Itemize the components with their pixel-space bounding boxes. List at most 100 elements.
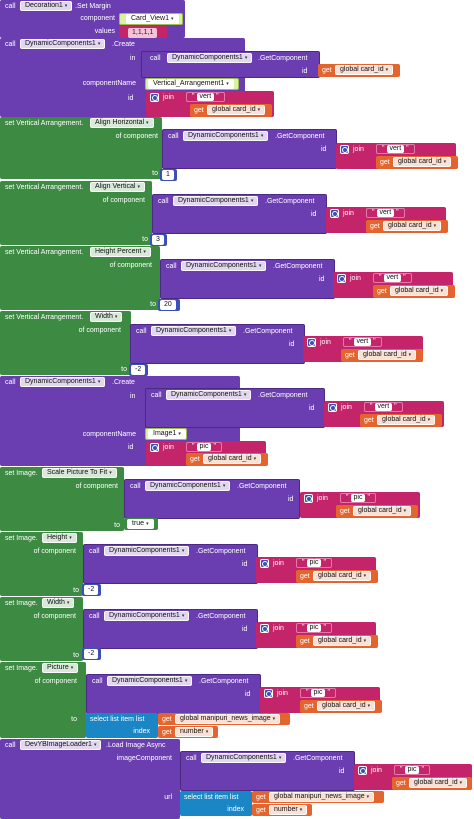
get-variable-block[interactable]: get global card_id ▾ <box>318 64 400 77</box>
set-image-picture-block[interactable]: set Image. Picture ▾ of component to <box>0 662 86 738</box>
component-type-dropdown[interactable]: Image1 ▾ <box>148 429 186 439</box>
set-height-percent-block[interactable]: set Vertical Arrangement. Height Percent… <box>0 246 160 310</box>
component-dropdown[interactable]: DynamicComponents1 ▾ <box>145 481 231 491</box>
number-block[interactable]: 1 <box>160 169 177 181</box>
get-variable-block[interactable]: get global card_id ▾ <box>336 505 418 518</box>
number-block[interactable]: -2 <box>82 584 101 596</box>
component-block[interactable]: Card_View1 ▾ <box>119 13 183 25</box>
gear-icon[interactable] <box>260 559 269 568</box>
get-index-block[interactable]: get number ▾ <box>252 804 312 816</box>
get-component-block[interactable]: call DynamicComponents1 ▾ .GetComponent i… <box>180 751 355 791</box>
get-index-block[interactable]: get number ▾ <box>158 726 218 738</box>
component-dropdown[interactable]: DynamicComponents1 ▾ <box>173 196 259 206</box>
variable-dropdown[interactable]: global card_id ▾ <box>207 105 266 115</box>
set-image-width-block[interactable]: set Image. Width ▾ of component to <box>0 597 83 661</box>
get-variable-block[interactable]: get global card_id ▾ <box>296 570 378 583</box>
gear-icon[interactable] <box>328 403 337 412</box>
gear-icon[interactable] <box>358 766 367 775</box>
component-dropdown[interactable]: DynamicComponents1 ▾ <box>104 546 190 556</box>
variable-dropdown[interactable]: global card_id ▾ <box>353 506 412 516</box>
get-variable-block[interactable]: get global card_id ▾ <box>392 777 472 790</box>
get-variable-block[interactable]: get global card_id ▾ <box>341 349 423 362</box>
gear-icon[interactable] <box>307 338 316 347</box>
component-dropdown[interactable]: DynamicComponents1 ▾ <box>20 39 106 49</box>
component-dropdown[interactable]: DynamicComponents1 ▾ <box>166 390 252 400</box>
text-string[interactable]: " vert " <box>366 208 405 218</box>
component-dropdown[interactable]: DevYBImageLoader1 ▾ <box>20 740 102 750</box>
property-dropdown[interactable]: Width ▾ <box>90 312 123 322</box>
component-value-dropdown[interactable]: Card_View1 ▾ <box>126 14 179 24</box>
get-variable-block[interactable]: get global card_id ▾ <box>190 104 272 117</box>
variable-dropdown[interactable]: global card_id ▾ <box>317 701 376 711</box>
property-dropdown[interactable]: Height Percent ▾ <box>90 247 151 257</box>
component-dropdown[interactable]: DynamicComponents1 ▾ <box>167 53 253 63</box>
set-width-block[interactable]: set Vertical Arrangement. Width ▾ of comp… <box>0 311 131 375</box>
text-string[interactable]: " pic " <box>340 493 376 503</box>
get-variable-block[interactable]: get global card_id ▾ <box>373 285 455 298</box>
boolean-block[interactable]: true ▾ <box>124 518 158 530</box>
property-dropdown[interactable]: Scale Picture To Fit ▾ <box>42 468 117 478</box>
boolean-dropdown[interactable]: true ▾ <box>127 519 154 529</box>
set-align-horizontal-block[interactable]: set Vertical Arrangement. Align Horizont… <box>0 117 162 179</box>
variable-dropdown[interactable]: number ▾ <box>175 727 214 737</box>
get-list-block[interactable]: get global manipuri_news_image ▾ <box>252 791 384 803</box>
select-list-item-block[interactable]: select list item list index <box>180 791 252 816</box>
text-string[interactable]: " vert " <box>373 273 412 283</box>
text-string[interactable]: " pic " <box>186 442 222 452</box>
variable-dropdown[interactable]: global card_id ▾ <box>358 350 417 360</box>
load-image-async-block[interactable]: call DevYBImageLoader1 ▾ .Load Image Asyn… <box>0 739 180 819</box>
number-value[interactable]: -2 <box>84 649 99 659</box>
text-string[interactable]: " pic " <box>296 558 332 568</box>
number-value[interactable]: -2 <box>84 585 99 595</box>
text-string[interactable]: " pic " <box>300 688 336 698</box>
variable-dropdown[interactable]: global manipuri_news_image ▾ <box>269 792 375 802</box>
text-string[interactable]: " vert " <box>364 402 403 412</box>
number-value[interactable]: 1 <box>162 170 174 180</box>
component-dropdown[interactable]: DynamicComponents1 ▾ <box>201 753 287 763</box>
get-component-block[interactable]: call DynamicComponents1 ▾ .GetComponent i… <box>141 51 320 78</box>
get-component-block[interactable]: call DynamicComponents1 ▾ .GetComponent i… <box>83 609 258 649</box>
get-component-block[interactable]: call DynamicComponents1 ▾ .GetComponent i… <box>86 674 261 714</box>
variable-dropdown[interactable]: global card_id ▾ <box>203 454 262 464</box>
get-variable-block[interactable]: get global card_id ▾ <box>296 635 378 648</box>
number-value[interactable]: 3 <box>152 235 164 245</box>
get-variable-block[interactable]: get global card_id ▾ <box>300 700 382 713</box>
text-string[interactable]: " vert " <box>376 144 415 154</box>
component-dropdown[interactable]: DynamicComponents1 ▾ <box>151 326 237 336</box>
component-dropdown[interactable]: DynamicComponents1 ▾ <box>20 377 106 387</box>
variable-dropdown[interactable]: global card_id ▾ <box>390 286 449 296</box>
variable-dropdown[interactable]: global card_id ▾ <box>409 778 468 788</box>
number-block[interactable]: 3 <box>150 234 167 246</box>
component-dropdown[interactable]: DynamicComponents1 ▾ <box>104 611 190 621</box>
get-component-block[interactable]: call DynamicComponents1 ▾ .GetComponent i… <box>162 129 337 169</box>
gear-icon[interactable] <box>330 209 339 218</box>
get-component-block[interactable]: call DynamicComponents1 ▾ .GetComponent i… <box>160 259 335 299</box>
gear-icon[interactable] <box>150 443 159 452</box>
number-value[interactable]: 20 <box>160 300 176 310</box>
set-image-height-block[interactable]: set Image. Height ▾ of component to <box>0 532 83 596</box>
variable-dropdown[interactable]: global card_id ▾ <box>383 221 442 231</box>
variable-dropdown[interactable]: global manipuri_news_image ▾ <box>175 714 281 724</box>
number-value[interactable]: -2 <box>131 365 146 375</box>
component-dropdown[interactable]: DynamicComponents1 ▾ <box>183 131 269 141</box>
get-component-block[interactable]: call DynamicComponents1 ▾ .GetComponent i… <box>152 194 327 234</box>
number-block[interactable]: 20 <box>158 299 180 311</box>
property-dropdown[interactable]: Align Horizontal ▾ <box>90 118 154 128</box>
gear-icon[interactable] <box>264 689 273 698</box>
get-component-block[interactable]: call DynamicComponents1 ▾ .GetComponent i… <box>130 324 305 364</box>
get-variable-block[interactable]: get global card_id ▾ <box>186 453 268 466</box>
component-dropdown[interactable]: DynamicComponents1 ▾ <box>107 676 193 686</box>
get-variable-block[interactable]: get global card_id ▾ <box>366 220 448 233</box>
variable-dropdown[interactable]: global card_id ▾ <box>393 157 452 167</box>
get-component-block[interactable]: call DynamicComponents1 ▾ .GetComponent i… <box>124 479 300 519</box>
property-dropdown[interactable]: Picture ▾ <box>42 663 79 673</box>
get-list-block[interactable]: get global manipuri_news_image ▾ <box>158 713 290 725</box>
values-text-block[interactable]: 1,1,1,1 <box>119 26 167 40</box>
component-type-block[interactable]: Vertical_Arrangement1 ▾ <box>145 78 239 90</box>
gear-icon[interactable] <box>260 624 269 633</box>
number-block[interactable]: -2 <box>82 648 101 660</box>
variable-dropdown[interactable]: global card_id ▾ <box>377 415 436 425</box>
set-align-vertical-block[interactable]: set Vertical Arrangement. Align Vertical… <box>0 181 152 245</box>
get-variable-block[interactable]: get global card_id ▾ <box>376 156 458 169</box>
gear-icon[interactable] <box>150 93 159 102</box>
